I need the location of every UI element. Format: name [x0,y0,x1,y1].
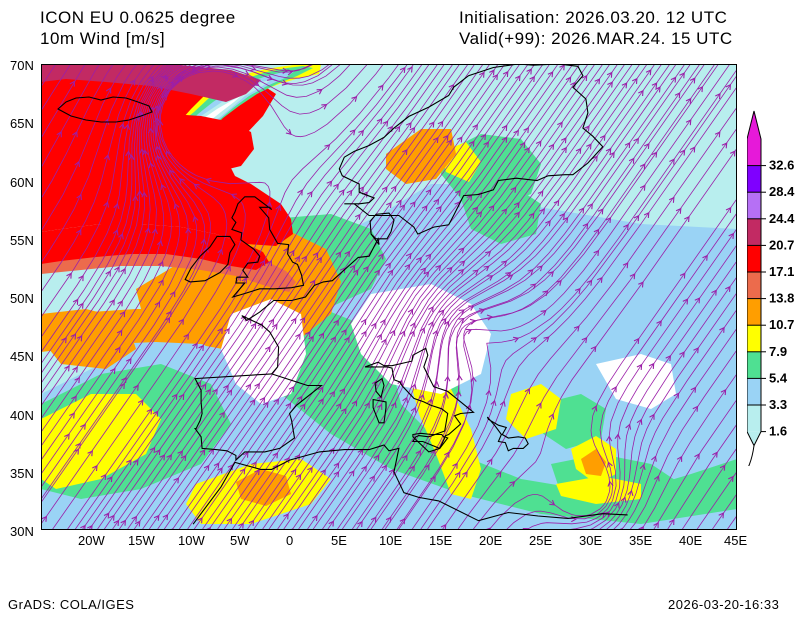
svg-text:3.3: 3.3 [769,397,787,412]
svg-text:7.9: 7.9 [769,344,787,359]
svg-text:17.1: 17.1 [769,264,794,279]
svg-text:32.6: 32.6 [769,158,794,173]
svg-text:10.7: 10.7 [769,317,794,332]
svg-text:28.4: 28.4 [769,184,795,199]
svg-text:20.7: 20.7 [769,237,794,252]
svg-text:1.6: 1.6 [769,424,787,439]
svg-text:13.8: 13.8 [769,291,794,306]
svg-text:5.4: 5.4 [769,370,788,385]
svg-text:24.4: 24.4 [769,211,795,226]
